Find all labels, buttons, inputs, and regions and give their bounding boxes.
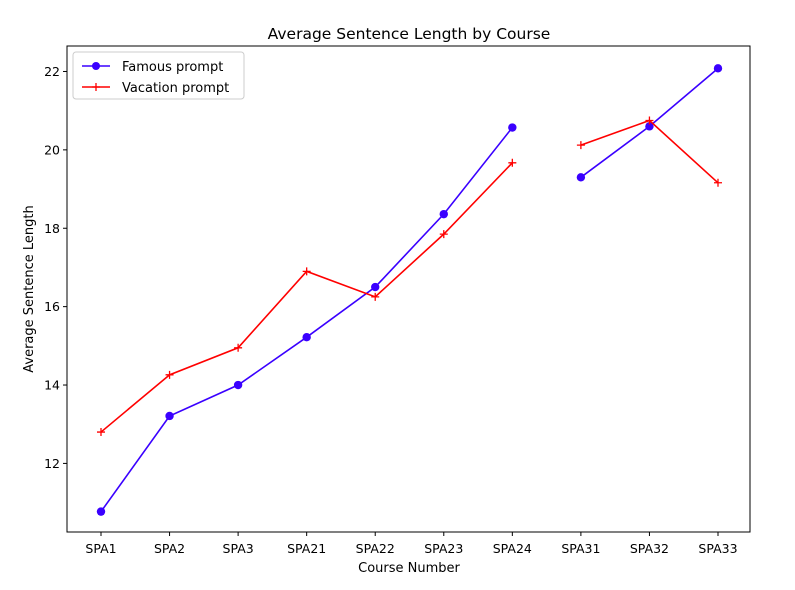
data-point-famous bbox=[96, 507, 106, 516]
data-point-famous bbox=[233, 380, 243, 390]
y-tick-label: 12 bbox=[44, 456, 60, 471]
data-point-vacation bbox=[302, 267, 311, 276]
data-point-famous bbox=[576, 173, 586, 182]
legend-vacation-label: Vacation prompt bbox=[122, 81, 229, 96]
legend-famous-marker bbox=[92, 62, 100, 70]
x-tick-label: SPA22 bbox=[356, 541, 395, 556]
data-point-famous bbox=[508, 123, 517, 132]
legend-box bbox=[72, 51, 245, 100]
data-point-vacation bbox=[508, 158, 517, 167]
data-point-famous bbox=[165, 411, 174, 421]
data-point-vacation bbox=[714, 178, 722, 187]
data-point-famous bbox=[302, 333, 311, 342]
y-tick-label: 14 bbox=[44, 378, 60, 393]
x-tick-label: SPA1 bbox=[85, 541, 116, 556]
chart-title: Average Sentence Length by Course bbox=[268, 25, 551, 43]
series-layer bbox=[96, 64, 723, 516]
x-tick-label: SPA32 bbox=[630, 541, 669, 556]
y-axis: 12 14 16 18 20 22 bbox=[44, 64, 67, 471]
data-point-famous bbox=[439, 209, 448, 219]
x-tick-label: SPA2 bbox=[154, 541, 185, 556]
data-point-vacation bbox=[645, 116, 654, 125]
data-point-famous bbox=[713, 64, 723, 73]
data-point-vacation bbox=[165, 370, 174, 379]
x-tick-label: SPA24 bbox=[493, 541, 532, 556]
y-axis-label: Average Sentence Length bbox=[22, 205, 37, 372]
data-point-vacation bbox=[97, 428, 105, 437]
x-tick-label: SPA33 bbox=[698, 541, 737, 556]
legend-vacation-marker bbox=[92, 83, 100, 91]
x-tick-label: SPA23 bbox=[424, 541, 463, 556]
plot-area bbox=[66, 45, 751, 533]
x-axis: SPA1 SPA2 SPA3 SPA21 SPA22 SPA23 SPA24 SPA31 SPA… bbox=[85, 532, 738, 556]
x-tick-label: SPA31 bbox=[561, 541, 600, 556]
x-tick-label: SPA3 bbox=[223, 541, 254, 556]
legend: Famous prompt Vacation prompt bbox=[72, 51, 245, 100]
y-tick-label: 22 bbox=[44, 64, 60, 79]
x-axis-label: Course Number bbox=[358, 561, 460, 576]
y-tick-label: 18 bbox=[44, 221, 60, 236]
y-tick-label: 16 bbox=[44, 299, 60, 314]
legend-famous-label: Famous prompt bbox=[122, 60, 223, 75]
data-point-vacation bbox=[576, 141, 585, 150]
data-point-vacation bbox=[439, 230, 448, 239]
data-point-famous bbox=[645, 122, 654, 131]
data-point-vacation bbox=[234, 343, 243, 352]
data-point-famous bbox=[371, 282, 380, 292]
y-tick-label: 20 bbox=[44, 142, 60, 157]
plot-frame bbox=[66, 45, 751, 533]
data-point-vacation bbox=[371, 292, 380, 301]
x-tick-label: SPA21 bbox=[287, 541, 326, 556]
